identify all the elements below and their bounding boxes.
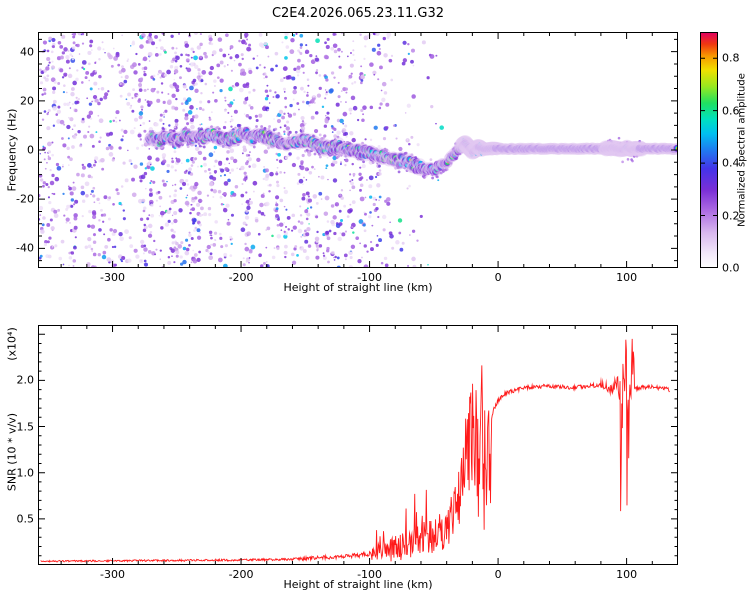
x-tick-label: -200	[228, 568, 254, 581]
spectrogram-panel	[38, 32, 678, 268]
snr-x-axis-label: Height of straight line (km)	[283, 578, 433, 591]
x-tick-label: -100	[357, 271, 383, 284]
x-tick-label: -100	[357, 568, 383, 581]
colorbar-tick-label: 0.4	[722, 156, 740, 170]
x-tick-label: -300	[100, 271, 126, 284]
y-tick-label: -20	[16, 192, 34, 206]
y-tick-label: 0	[27, 143, 34, 157]
spectrogram-y-axis-label: Frequency (Hz)	[5, 108, 19, 192]
x-tick-label: -200	[228, 271, 254, 284]
snr-panel	[38, 325, 678, 565]
colorbar-canvas	[700, 32, 718, 268]
y-tick-label: 2.0	[16, 373, 35, 387]
x-tick-label: 100	[616, 271, 638, 284]
x-tick-label: -300	[100, 568, 126, 581]
spectrogram-canvas	[38, 32, 678, 268]
colorbar-tick-label: 0.6	[722, 104, 740, 118]
y-tick-label: 20	[20, 94, 34, 108]
y-tick-label: 40	[20, 45, 34, 59]
colorbar-label: Normalized spectral amplitude	[736, 73, 748, 227]
x-tick-label: 0	[494, 271, 502, 284]
colorbar-tick-label: 0.0	[722, 261, 740, 275]
y-tick-label: 1.0	[16, 466, 35, 480]
figure-title: C2E4.2026.065.23.11.G32	[271, 6, 445, 21]
colorbar-tick-label: 0.2	[722, 209, 740, 223]
snr-canvas	[38, 325, 678, 565]
y-tick-label: 1.5	[16, 420, 35, 434]
x-tick-label: 0	[494, 568, 502, 581]
colorbar	[700, 32, 718, 268]
x-tick-label: 100	[616, 568, 638, 581]
spectrogram-x-axis-label: Height of straight line (km)	[283, 281, 433, 294]
y-tick-label: 0.5	[16, 512, 35, 526]
snr-scale-label: (x10⁴)	[5, 327, 19, 361]
y-tick-label: -40	[16, 241, 34, 255]
colorbar-tick-label: 0.8	[722, 51, 740, 65]
